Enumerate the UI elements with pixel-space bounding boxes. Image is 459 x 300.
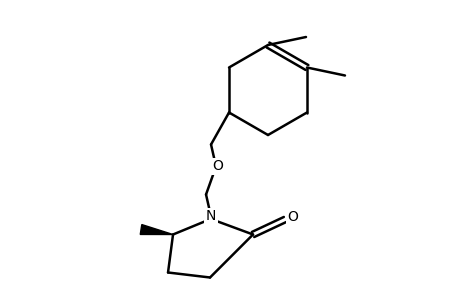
- Text: O: O: [212, 160, 223, 173]
- Text: N: N: [205, 209, 216, 224]
- Text: O: O: [287, 211, 298, 224]
- Polygon shape: [140, 225, 173, 235]
